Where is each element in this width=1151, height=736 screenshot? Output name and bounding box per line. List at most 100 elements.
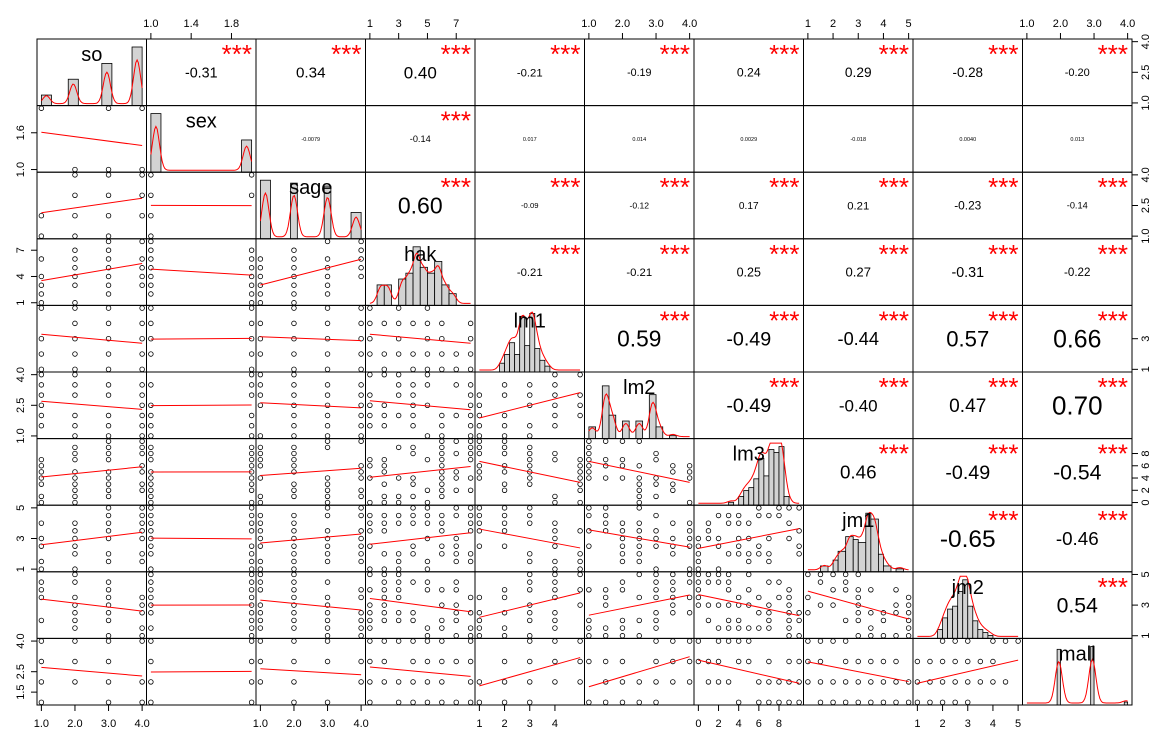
scatter-point — [324, 594, 331, 601]
scatter-point — [842, 638, 849, 644]
scatter-point — [453, 487, 459, 493]
scatter-point — [527, 610, 533, 616]
scatter-point — [291, 481, 297, 487]
scatter-point — [476, 505, 483, 511]
variable-label: mall — [1059, 643, 1096, 665]
scatter-point — [139, 520, 145, 526]
correlation-value: 0.40 — [404, 63, 437, 82]
scatter-point — [586, 617, 592, 624]
scatter-point — [619, 625, 626, 631]
scatter-point — [72, 233, 78, 239]
scatter-point — [248, 551, 255, 557]
scatter-point — [248, 481, 255, 487]
scatter-point — [766, 625, 772, 631]
panel-lm1-jm2: 0.57*** — [912, 304, 1023, 373]
panel-lm2-sex — [146, 371, 257, 440]
scatter-point — [72, 192, 78, 198]
scatter-point — [796, 543, 802, 549]
scatter-point — [248, 265, 255, 271]
scatter-point — [257, 382, 264, 388]
scatter-point — [248, 520, 255, 526]
correlation-value: 0.46 — [840, 461, 877, 482]
correlation-value: -0.14 — [1067, 201, 1088, 211]
scatter-point — [367, 512, 373, 519]
scatter-point — [439, 487, 445, 493]
scatter-point — [291, 382, 297, 388]
scatter-point — [552, 638, 558, 644]
axis-tick-label: 6 — [756, 718, 762, 730]
scatter-point — [381, 610, 387, 616]
scatter-point — [653, 512, 659, 519]
scatter-point — [756, 610, 762, 616]
scatter-point — [905, 610, 912, 616]
panel-lm1-lm3: -0.49*** — [693, 304, 804, 373]
scatter-point — [735, 638, 742, 644]
scatter-point — [367, 351, 373, 357]
scatter-point — [786, 535, 792, 542]
histogram-bar — [783, 496, 790, 506]
scatter-point — [725, 587, 732, 593]
scatter-point — [248, 566, 255, 572]
correlation-value: -0.49 — [945, 462, 990, 484]
scatter-point — [38, 412, 45, 419]
scatter-point — [735, 617, 742, 624]
scatter-point — [367, 587, 373, 593]
axis-tick-label: 1 — [805, 18, 811, 30]
scatter-point — [257, 617, 264, 624]
correlation-value: 0.017 — [523, 137, 537, 143]
histogram-bar — [448, 293, 457, 306]
scatter-point — [72, 265, 78, 271]
scatter-point — [476, 475, 483, 481]
variable-label: jm2 — [951, 577, 984, 599]
scatter-point — [735, 699, 742, 706]
axis-tick-label: 3 — [396, 18, 402, 30]
scatter-point — [686, 679, 693, 685]
variable-label: jm1 — [841, 510, 874, 532]
scatter-point — [715, 658, 722, 665]
scatter-point — [38, 336, 45, 342]
axis-tick-label: 1 — [476, 718, 482, 730]
scatter-point — [148, 505, 154, 511]
axis-tick-label: 3.0 — [101, 718, 116, 730]
scatter-point — [636, 481, 642, 487]
scatter-point — [38, 291, 45, 297]
scatter-point — [381, 412, 387, 419]
scatter-point — [786, 587, 792, 593]
scatter-point — [577, 499, 583, 506]
scatter-point — [139, 438, 145, 444]
scatter-point — [467, 382, 474, 388]
scatter-point — [38, 499, 45, 506]
scatter-point — [72, 172, 78, 178]
scatter-point — [257, 475, 264, 481]
scatter-point — [527, 382, 533, 388]
scatter-point — [746, 625, 752, 631]
scatter-point — [476, 617, 483, 624]
panel-jm2-jm2: jm2 — [912, 571, 1023, 639]
scatter-point — [248, 543, 255, 549]
bottom-axis-sage: 1.0 2.0 3.0 4.0 — [253, 705, 369, 730]
scatter-point — [139, 282, 145, 288]
scatter-point — [725, 617, 732, 624]
panel-sex-mall: 0.013 — [1022, 105, 1133, 173]
scatter-point — [636, 633, 642, 639]
scatter-point — [367, 412, 373, 419]
scatter-point — [148, 265, 154, 271]
density-curve — [259, 191, 362, 238]
panel-mall-so — [36, 637, 147, 706]
scatter-point — [424, 366, 431, 373]
scatter-point — [453, 602, 459, 608]
scatter-point — [148, 247, 154, 253]
scatter-point — [72, 610, 78, 616]
scatter-point — [358, 433, 364, 439]
scatter-point — [424, 658, 431, 665]
scatter-point — [453, 512, 459, 519]
panel-sex-sage: -0.0079 — [255, 105, 366, 173]
scatter-point — [291, 571, 297, 578]
scatter-point — [324, 481, 331, 487]
scatter-point — [72, 487, 78, 493]
significance-stars: *** — [1098, 239, 1128, 269]
scatter-point — [439, 320, 445, 327]
panel-lm2-hak — [365, 371, 476, 440]
scatter-point — [817, 602, 824, 608]
scatter-point — [880, 699, 887, 706]
